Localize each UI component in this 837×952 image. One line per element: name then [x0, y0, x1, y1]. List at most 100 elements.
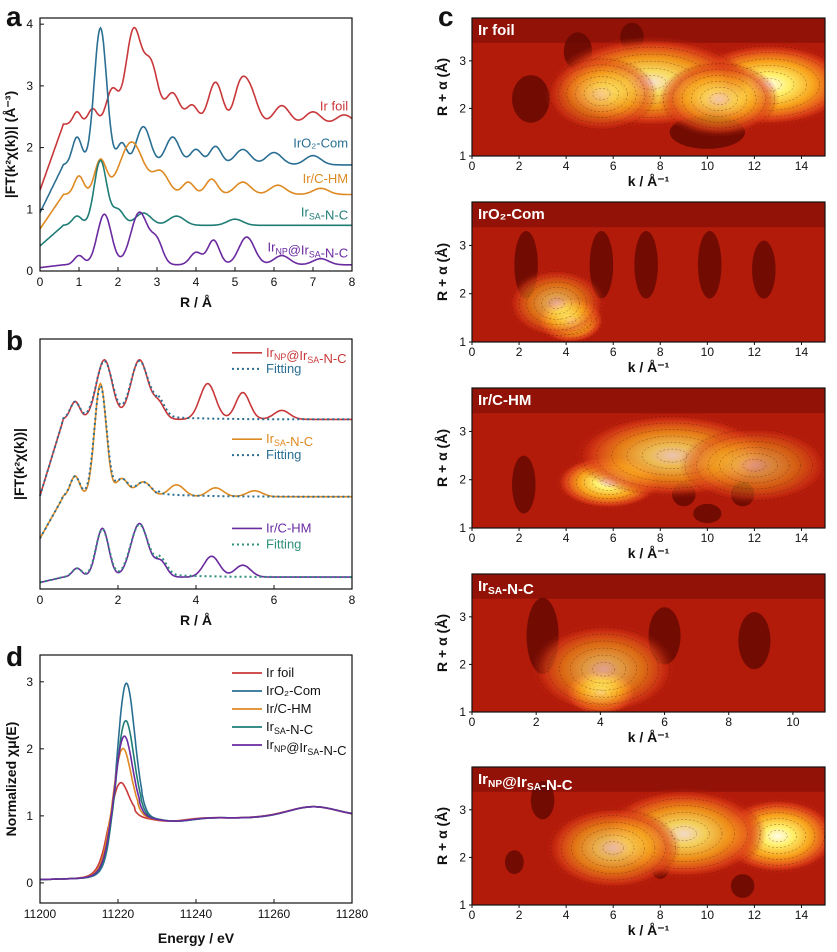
x-tick-label: 12: [748, 908, 762, 922]
x-tick-label: 2: [516, 345, 523, 359]
x-tick-label: 3: [154, 275, 161, 289]
contour-line: [557, 64, 646, 124]
x-tick-label: 6: [661, 715, 668, 729]
contour-line: [548, 633, 660, 705]
hot-region: [544, 56, 658, 133]
series-label-4: IrNP@IrSA-N-C: [268, 239, 349, 260]
wavelet-map: [472, 574, 825, 712]
contour-line: [709, 92, 729, 106]
series-label-1: IrO₂-Com: [293, 136, 348, 151]
y-tick-label: 3: [459, 803, 466, 817]
contour-line: [575, 76, 628, 112]
legend-label-2: Ir/C-HM: [266, 701, 312, 716]
x-tick-label: 4: [193, 275, 200, 289]
x-tick-label: 10: [786, 715, 800, 729]
y-tick-label: 2: [26, 141, 33, 155]
contour-line: [566, 70, 637, 118]
series-line-2: [39, 141, 352, 230]
map-title: Ir foil: [478, 22, 515, 39]
contour-line: [526, 281, 588, 326]
dark-region: [693, 503, 722, 524]
fit-line-2: [39, 523, 352, 584]
dark-region: [512, 75, 550, 123]
x-tick-label: 14: [795, 159, 809, 173]
legend-label-3: IrSA-N-C: [266, 719, 313, 737]
map-top-band: [472, 574, 825, 599]
wavelet-map: [472, 202, 825, 342]
y-tick-label: 3: [459, 424, 466, 438]
series-line-3: [39, 159, 352, 247]
series-line-0: [40, 781, 353, 881]
contour-line: [696, 435, 813, 496]
x-tick-label: 10: [701, 345, 715, 359]
contour-line: [570, 647, 637, 691]
x-tick-label: 4: [193, 593, 200, 607]
x-axis-label: Energy / eV: [158, 930, 235, 946]
x-tick-label: 8: [657, 908, 664, 922]
dark-region: [697, 230, 722, 299]
contour-line: [719, 447, 790, 484]
map-top-band: [472, 388, 825, 414]
x-tick-label: 11220: [102, 907, 135, 921]
contour-line: [707, 441, 801, 490]
x-axis-label: R / Å: [180, 612, 212, 628]
x-tick-label: 10: [701, 531, 715, 545]
dark-region: [504, 850, 524, 875]
y-axis-label: R + α (Å): [434, 807, 450, 865]
wavelet-map: [472, 388, 825, 528]
contour-line: [592, 661, 615, 677]
x-tick-label: 6: [610, 908, 617, 922]
legend-label-fit-1: Fitting: [266, 447, 301, 462]
hot-region: [507, 268, 606, 339]
y-axis-label: R + α (Å): [434, 614, 450, 672]
panel-a: a Ir foil IrO₂-Com Ir/C-HM IrSA-N-C IrNP@IrSA…: [2, 1, 356, 310]
x-tick-label: 7: [310, 275, 317, 289]
x-tick-label: 8: [349, 275, 356, 289]
x-tick-label: 2: [516, 531, 523, 545]
contour-line: [691, 81, 748, 117]
x-tick-label: 5: [232, 275, 239, 289]
contour-line: [663, 63, 775, 135]
contour-line: [768, 829, 788, 843]
x-tick-label: 10: [701, 159, 715, 173]
fit-line-1: [39, 384, 352, 539]
x-tick-label: 14: [795, 531, 809, 545]
x-tick-label: 6: [271, 275, 278, 289]
x-tick-label: 0: [37, 593, 44, 607]
x-tick-label: 11200: [24, 907, 57, 921]
y-tick-label: 2: [459, 287, 466, 301]
map-title: IrSA-N-C: [478, 578, 534, 598]
contour-line: [681, 75, 757, 123]
x-tick-label: 0: [469, 908, 476, 922]
y-axis-label: R + α (Å): [434, 429, 450, 487]
x-tick-label: 6: [610, 531, 617, 545]
y-tick-label: 2: [459, 101, 466, 115]
series-line-1: [39, 26, 352, 213]
contour-line: [602, 841, 624, 855]
panel-b: b IrNP@IrSA-N-CFittingIrSA-N-CFittingIr/C…: [6, 325, 356, 628]
contour-line: [511, 271, 603, 336]
legend-label-data-1: IrSA-N-C: [266, 431, 313, 449]
contour-line: [632, 805, 736, 862]
contour-line: [541, 292, 573, 315]
y-axis-label: |FT(k²χ(k))|: [11, 428, 27, 500]
dark-region: [752, 240, 776, 299]
y-tick-label: 1: [26, 202, 33, 216]
contour-line: [592, 834, 635, 862]
x-axis-label: k / Å⁻¹: [628, 173, 670, 189]
y-tick-label: 3: [459, 54, 466, 68]
contour-line: [684, 429, 825, 502]
legend-label-0: Ir foil: [266, 665, 294, 680]
dark-region: [530, 781, 555, 820]
x-axis-label: k / Å⁻¹: [628, 922, 670, 938]
x-tick-label: 8: [657, 159, 664, 173]
x-tick-label: 0: [469, 345, 476, 359]
series-label-0: Ir foil: [320, 99, 348, 114]
x-tick-label: 6: [271, 593, 278, 607]
contour-line: [658, 819, 710, 848]
series-label-3: IrSA-N-C: [301, 205, 348, 223]
x-tick-label: 4: [563, 908, 570, 922]
legend-label-fit-0: Fitting: [266, 361, 301, 376]
